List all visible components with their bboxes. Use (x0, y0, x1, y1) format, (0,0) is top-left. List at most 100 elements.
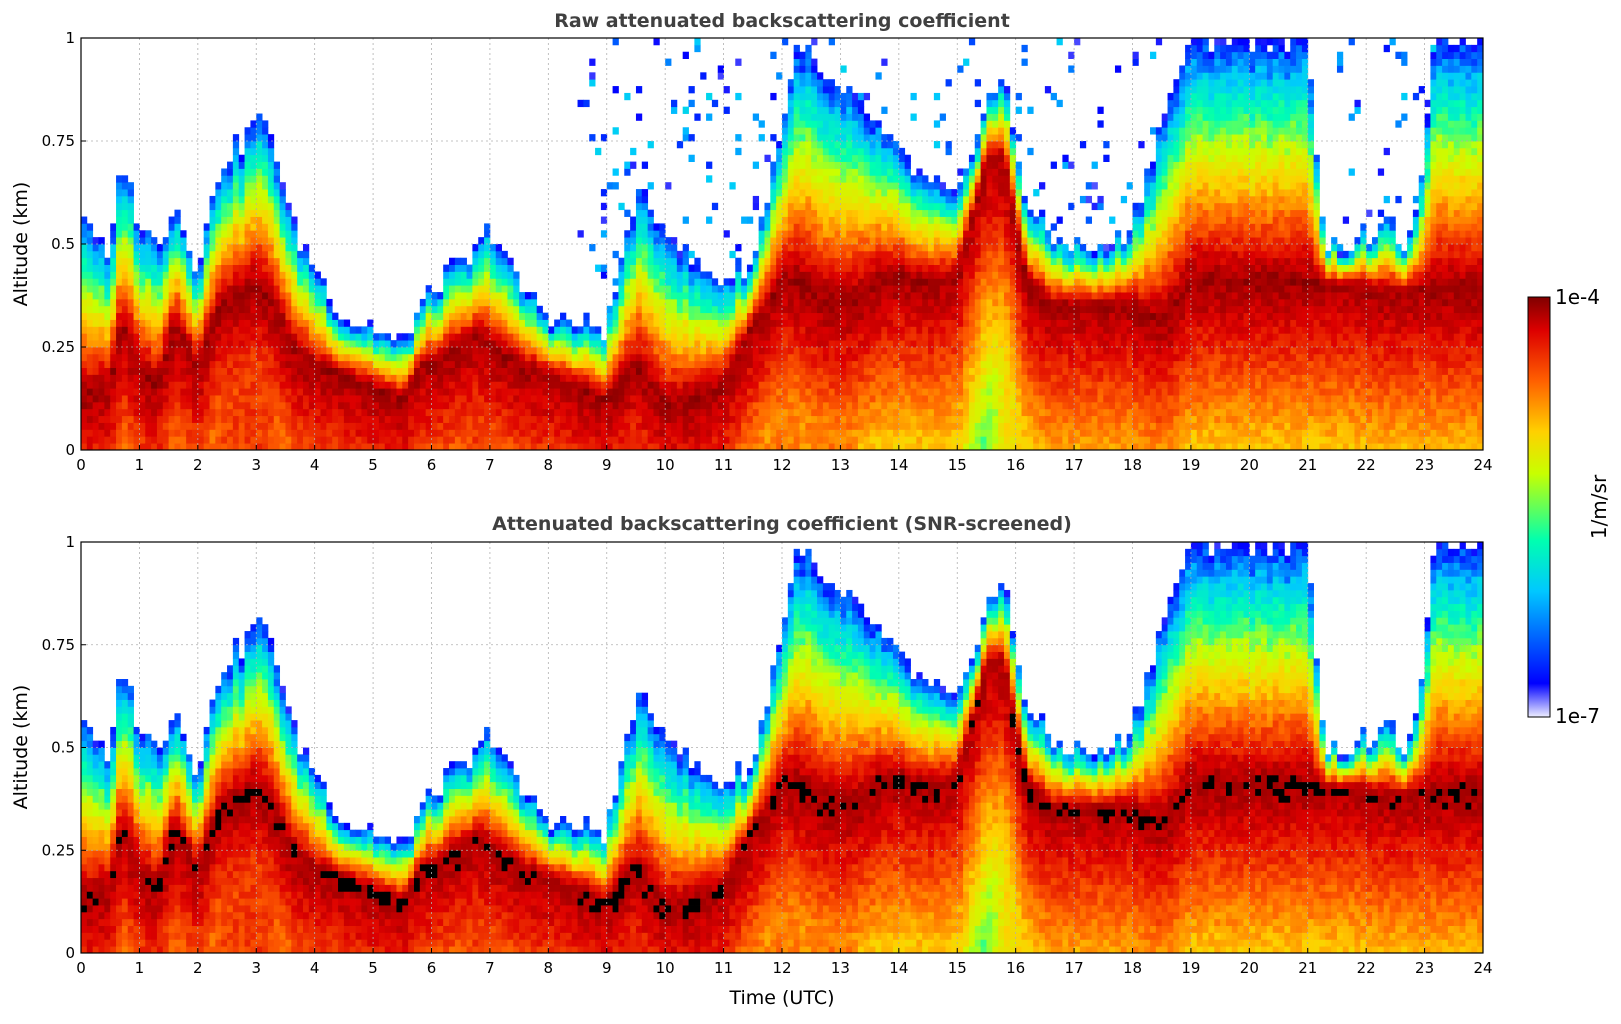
heatmap-cell (110, 230, 117, 238)
heatmap-cell (571, 395, 578, 403)
heatmap-cell (285, 347, 292, 355)
heatmap-cell (530, 305, 538, 314)
heatmap-cell (898, 415, 906, 423)
heatmap-cell (332, 340, 339, 348)
heatmap-cell (425, 401, 432, 410)
heatmap-cell (215, 202, 222, 211)
heatmap-cell (717, 292, 724, 300)
heatmap-cell (635, 86, 643, 94)
heatmap-cell (922, 443, 929, 451)
heatmap-cell (227, 326, 234, 334)
heatmap-cell (367, 319, 374, 327)
heatmap-cell (232, 401, 240, 410)
heatmap-cell (81, 374, 88, 382)
heatmap-cell (425, 305, 432, 314)
heatmap-cell (390, 367, 397, 375)
heatmap-cell (881, 134, 888, 142)
heatmap-cell (735, 333, 742, 341)
heatmap-cell (904, 285, 911, 293)
heatmap-cell (156, 429, 164, 437)
heatmap-cell (898, 250, 906, 259)
heatmap-cell (121, 244, 129, 252)
heatmap-cell (869, 429, 876, 437)
heatmap-cell (635, 113, 643, 121)
heatmap-cell (805, 408, 812, 417)
heatmap-cell (770, 216, 777, 224)
heatmap-cell (817, 367, 824, 375)
heatmap-cell (262, 422, 269, 430)
heatmap-cell (828, 429, 835, 437)
heatmap-cell (922, 216, 929, 224)
heatmap-cell (782, 381, 789, 389)
heatmap-cell (238, 401, 245, 410)
heatmap-cell (875, 168, 882, 176)
heatmap-cell (215, 353, 222, 362)
heatmap-cell (168, 415, 175, 423)
heatmap-cell (349, 353, 356, 362)
heatmap-cell (127, 292, 134, 300)
heatmap-cell (478, 319, 485, 327)
heatmap-cell (717, 319, 724, 327)
heatmap-cell (852, 216, 859, 224)
heatmap-cell (495, 292, 502, 300)
heatmap-cell (928, 292, 935, 300)
heatmap-cell (256, 312, 263, 320)
heatmap-cell (700, 381, 707, 389)
heatmap-cell (828, 127, 835, 135)
heatmap-cell (519, 374, 526, 382)
heatmap-cell (449, 347, 456, 355)
heatmap-cell (501, 422, 508, 430)
heatmap-cell (419, 436, 427, 444)
heatmap-cell (641, 360, 649, 368)
heatmap-cell (595, 374, 602, 382)
heatmap-cell (928, 312, 935, 320)
heatmap-cell (565, 326, 573, 334)
heatmap-cell (799, 161, 806, 169)
heatmap-cell (746, 271, 754, 279)
heatmap-cell (793, 257, 800, 265)
heatmap-cell (922, 271, 929, 279)
heatmap-cell (793, 141, 800, 149)
heatmap-cell (793, 292, 800, 300)
heatmap-cell (221, 347, 228, 355)
heatmap-cell (191, 408, 199, 417)
heatmap-cell (887, 244, 894, 252)
heatmap-cell (887, 408, 894, 417)
heatmap-cell (811, 353, 818, 362)
heatmap-cell (612, 168, 619, 176)
heatmap-cell (606, 415, 613, 423)
heatmap-cell (437, 305, 444, 314)
heatmap-cell (180, 415, 187, 423)
heatmap-cell (279, 367, 286, 375)
heatmap-cell (840, 319, 847, 327)
heatmap-cell (887, 319, 894, 327)
heatmap-cell (273, 271, 281, 279)
heatmap-cell (238, 264, 245, 272)
heatmap-cell (139, 429, 146, 437)
heatmap-cell (951, 285, 958, 293)
heatmap-cell (758, 257, 765, 265)
heatmap-cell (466, 436, 473, 444)
heatmap-cell (898, 223, 906, 231)
heatmap-cell (554, 429, 561, 437)
heatmap-cell (203, 278, 210, 286)
heatmap-cell (641, 401, 649, 410)
heatmap-cell (577, 401, 584, 410)
heatmap-cell (904, 422, 911, 430)
heatmap-cell (384, 388, 392, 396)
heatmap-cell (694, 436, 701, 444)
heatmap-cell (238, 408, 245, 417)
heatmap-cell (630, 443, 637, 451)
heatmap-cell (583, 388, 590, 396)
heatmap-cell (530, 374, 538, 382)
heatmap-cell (612, 353, 619, 362)
heatmap-cell (811, 257, 818, 265)
heatmap-cell (671, 264, 678, 272)
heatmap-cell (770, 175, 777, 183)
heatmap-cell (209, 340, 216, 348)
heatmap-cell (302, 395, 310, 403)
heatmap-cell (928, 401, 935, 410)
heatmap-cell (647, 264, 654, 272)
heatmap-cell (635, 312, 643, 320)
heatmap-cell (922, 292, 929, 300)
